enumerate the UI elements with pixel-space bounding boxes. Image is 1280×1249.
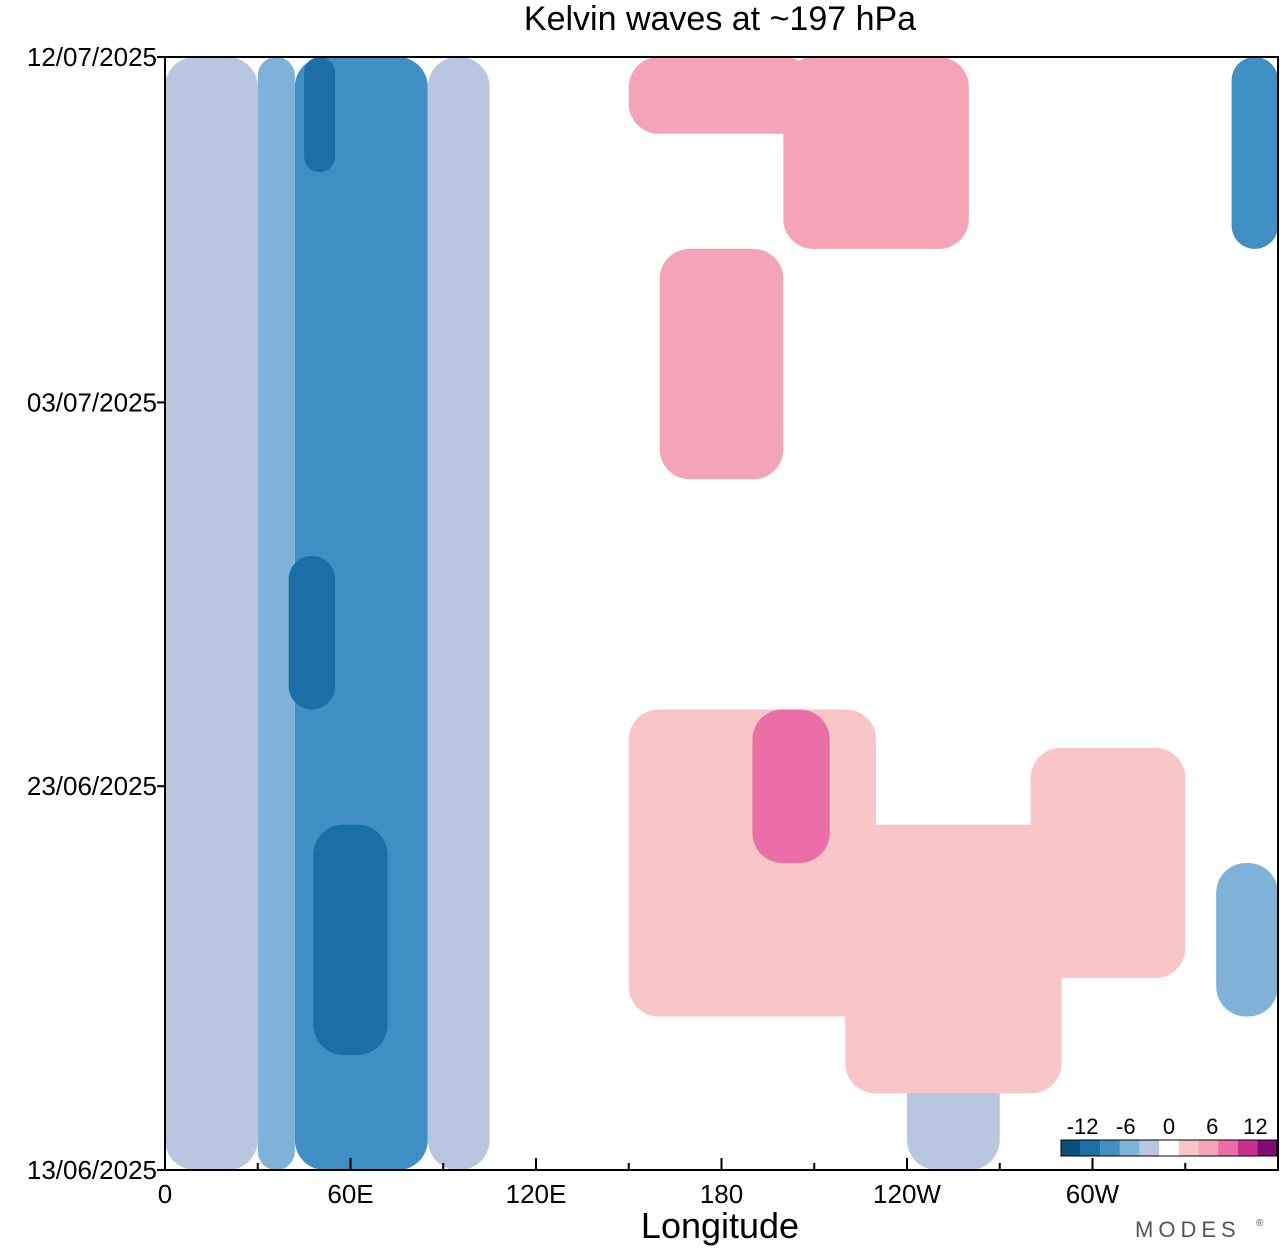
field-cell [659, 248, 784, 480]
colorbar-swatch [1257, 1140, 1277, 1156]
field-cell [752, 709, 830, 863]
colorbar-swatch [1218, 1140, 1238, 1156]
field-cell [165, 57, 258, 1170]
field-cell [628, 57, 815, 134]
colorbar-swatch [1061, 1140, 1081, 1156]
field-cell [304, 57, 336, 173]
colorbar-swatch [1119, 1140, 1140, 1156]
plot-area [165, 57, 1278, 1170]
colorbar-label: 12 [1243, 1114, 1267, 1139]
colorbar-swatch [1178, 1140, 1199, 1156]
x-axis-ticks: 0 60E 120E 180 120W 60W [158, 1158, 1279, 1209]
y-axis-ticks: 13/06/2025 23/06/2025 03/07/2025 12/07/2025 [27, 42, 165, 1185]
x-tick-label: 60E [327, 1179, 373, 1209]
colorbar-swatch [1100, 1140, 1120, 1156]
field-cell [427, 57, 490, 1170]
field-cell [1030, 747, 1186, 979]
colorbar-swatch [1139, 1140, 1160, 1156]
field-cell [1216, 862, 1278, 1017]
chart-title: Kelvin waves at ~197 hPa [524, 0, 916, 38]
field-cell [313, 824, 388, 1055]
colorbar-swatch [1080, 1140, 1101, 1156]
colorbar-swatch [1159, 1140, 1179, 1156]
y-tick-label: 13/06/2025 [27, 1155, 157, 1185]
colorbar: -12 -6 0 6 12 [1060, 1114, 1278, 1157]
x-tick-label: 120W [873, 1179, 941, 1209]
brand-logo-text: MODES [1135, 1217, 1241, 1242]
colorbar-swatch [1237, 1140, 1258, 1156]
field-cell [845, 824, 1062, 1094]
colorbar-swatch [1198, 1140, 1219, 1156]
field-cell [628, 709, 877, 1017]
colorbar-frame [1060, 1139, 1278, 1157]
x-tick-label: 60W [1066, 1179, 1120, 1209]
colorbar-label: 0 [1163, 1114, 1175, 1139]
colorbar-label: 6 [1206, 1114, 1218, 1139]
field-cell [288, 555, 336, 710]
x-tick-label: 180 [700, 1179, 743, 1209]
colorbar-label: -12 [1067, 1114, 1099, 1139]
field-cell [1231, 57, 1278, 249]
x-tick-label: 0 [158, 1179, 172, 1209]
y-tick-label: 23/06/2025 [27, 771, 157, 801]
y-tick-label: 03/07/2025 [27, 387, 157, 417]
field-cell [257, 57, 295, 1170]
y-tick-label: 12/07/2025 [27, 42, 157, 72]
x-tick-label: 120E [506, 1179, 567, 1209]
field-cell [783, 57, 969, 249]
colorbar-label: -6 [1116, 1114, 1136, 1139]
brand-registered-mark: ® [1256, 1218, 1264, 1229]
x-axis-label: Longitude [641, 1205, 799, 1246]
